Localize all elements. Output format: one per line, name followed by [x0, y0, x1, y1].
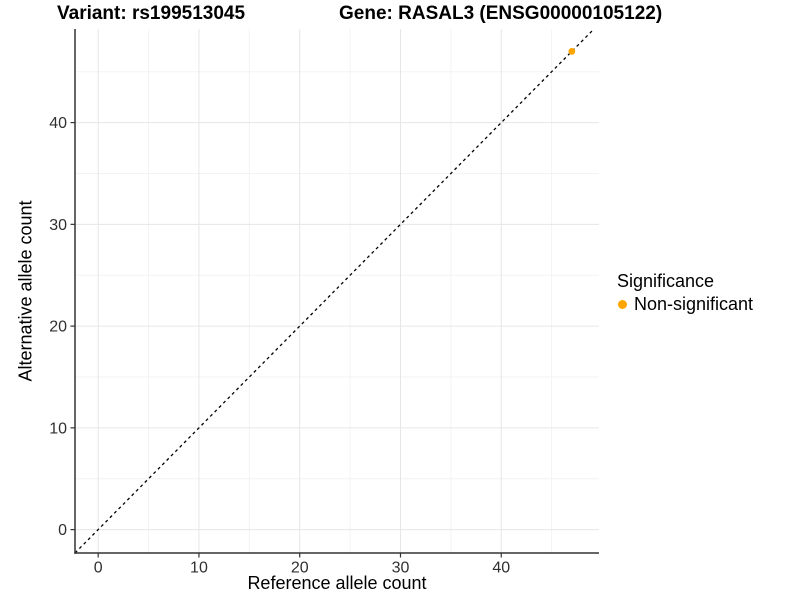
plot-title-variant: Variant: rs199513045 [57, 3, 246, 24]
svg-text:40: 40 [492, 560, 510, 577]
svg-text:20: 20 [291, 560, 309, 577]
legend: Significance Non-significant [615, 271, 753, 315]
plot-title-gene: Gene: RASAL3 (ENSG00000105122) [339, 3, 663, 24]
y-axis-title: Alternative allele count [15, 200, 36, 382]
svg-text:10: 10 [190, 560, 208, 577]
legend-item-label: Non-significant [634, 294, 754, 314]
legend-title: Significance [617, 271, 715, 291]
svg-text:10: 10 [49, 420, 67, 437]
x-axis-title: Reference allele count [247, 573, 427, 593]
point-swatch-icon [618, 300, 627, 309]
legend-item-non-significant: Non-significant [615, 294, 753, 315]
svg-text:30: 30 [49, 217, 67, 234]
svg-text:0: 0 [58, 522, 67, 539]
svg-text:40: 40 [49, 115, 67, 132]
svg-text:20: 20 [49, 319, 67, 336]
svg-text:0: 0 [94, 560, 103, 577]
svg-text:30: 30 [392, 560, 410, 577]
